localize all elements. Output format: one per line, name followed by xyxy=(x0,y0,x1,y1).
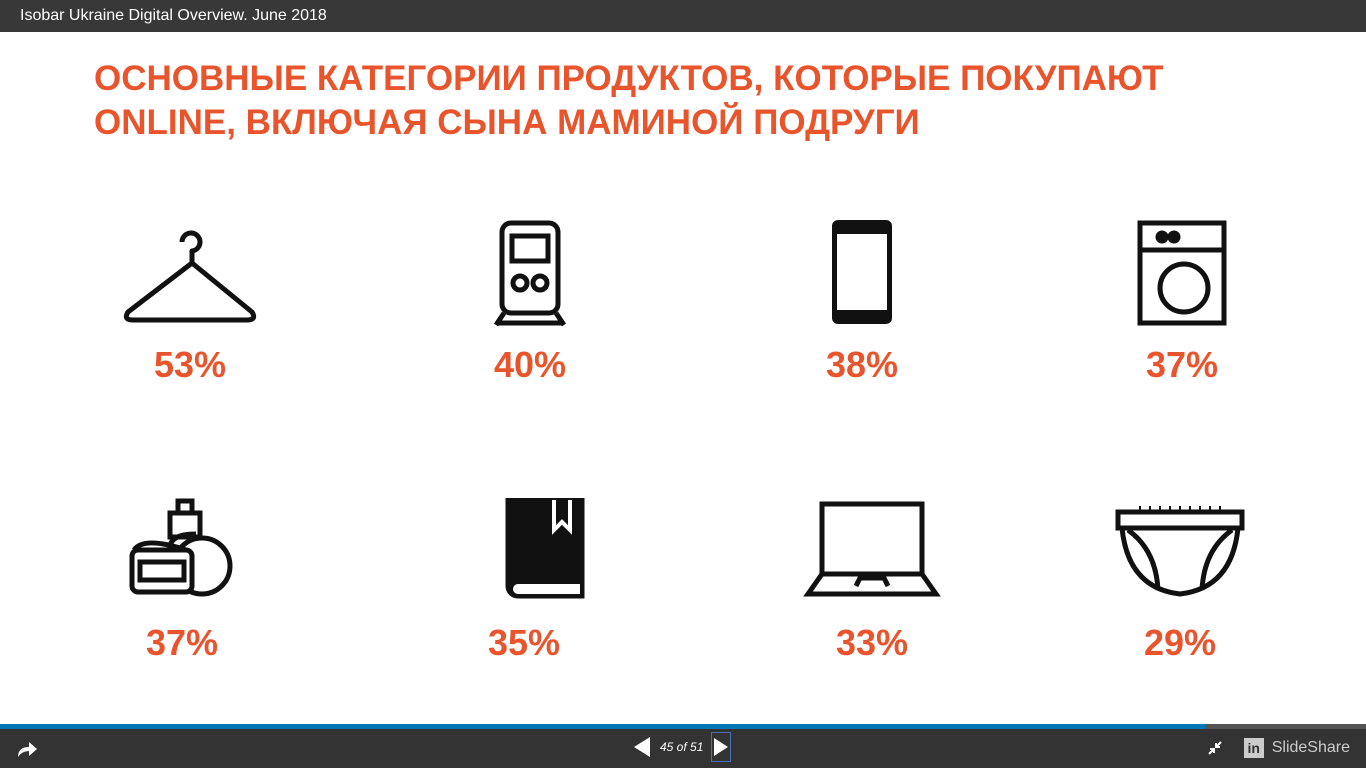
share-button[interactable] xyxy=(16,738,38,763)
slide: ОСНОВНЫЕ КАТЕГОРИИ ПРОДУКТОВ, КОТОРЫЕ ПО… xyxy=(0,32,1366,724)
category-phones: 38% xyxy=(762,220,962,386)
hanger-icon xyxy=(123,230,257,323)
category-books: 35% xyxy=(424,498,624,664)
diaper-icon xyxy=(1115,506,1245,597)
percentage: 33% xyxy=(835,622,909,663)
smartphone-icon xyxy=(832,220,892,324)
percentage: 53% xyxy=(153,344,227,385)
share-arrow-icon xyxy=(18,742,37,757)
percentage: 35% xyxy=(487,622,561,663)
next-arrow-icon xyxy=(714,738,729,756)
linkedin-logo[interactable]: in xyxy=(1243,738,1264,758)
percentage: 37% xyxy=(145,622,219,663)
percentage: 29% xyxy=(1143,622,1217,663)
percentage: 40% xyxy=(493,344,567,385)
slide-progress-bar[interactable] xyxy=(0,724,1366,729)
cosmetics-icon xyxy=(129,498,233,597)
percentage: 38% xyxy=(825,344,899,385)
player-toolbar: 45 of 51 in SlideShare xyxy=(0,729,1366,768)
window-title: Isobar Ukraine Digital Overview. June 20… xyxy=(0,0,1366,32)
slideshare-logo[interactable]: SlideShare xyxy=(1271,739,1350,756)
category-clothes: 53% xyxy=(90,220,290,386)
washing-machine-icon xyxy=(1137,220,1227,326)
slide-title: ОСНОВНЫЕ КАТЕГОРИИ ПРОДУКТОВ, КОТОРЫЕ ПО… xyxy=(94,57,1164,145)
laptop-icon xyxy=(803,501,941,597)
title-line-2: ONLINE, ВКЛЮЧАЯ СЫНА МАМИНОЙ ПОДРУГИ xyxy=(94,103,920,142)
book-icon xyxy=(505,498,585,599)
category-cosmetics: 37% xyxy=(82,498,282,664)
category-appliances: 37% xyxy=(1082,220,1282,386)
branding: in SlideShare xyxy=(1208,738,1350,758)
page-indicator: 45 of 51 xyxy=(660,740,704,754)
title-line-1: ОСНОВНЫЕ КАТЕГОРИИ ПРОДУКТОВ, КОТОРЫЕ ПО… xyxy=(94,59,1164,98)
train-icon xyxy=(493,220,567,327)
next-slide-button[interactable] xyxy=(711,732,732,762)
progress-fill xyxy=(0,724,1205,729)
category-baby: 29% xyxy=(1080,498,1280,664)
category-computers: 33% xyxy=(772,498,972,664)
category-tickets: 40% xyxy=(430,220,630,386)
percentage: 37% xyxy=(1145,344,1219,385)
exit-fullscreen-icon[interactable] xyxy=(1208,741,1222,755)
slide-navigation: 45 of 51 xyxy=(632,732,732,762)
previous-slide-button[interactable] xyxy=(632,736,652,758)
